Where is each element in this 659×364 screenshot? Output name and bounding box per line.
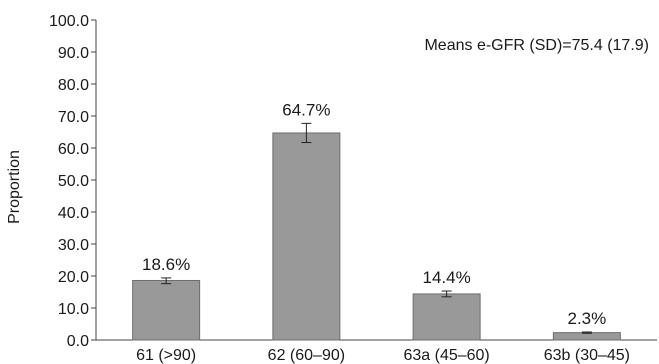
x-tick-label: 63b (30–45)	[544, 347, 630, 364]
x-tick-label: 63a (45–60)	[403, 347, 489, 364]
y-tick-label: 0.0	[67, 333, 89, 350]
x-axis: 61 (>90) 62 (60–90) 63a (45–60) 63b (30–45)	[136, 347, 630, 364]
bar	[412, 293, 481, 341]
y-tick-label: 60.0	[58, 141, 89, 158]
y-tick-label: 50.0	[58, 173, 89, 190]
x-tick-label: 62 (60–90)	[268, 347, 345, 364]
y-tick-label: 90.0	[58, 45, 89, 62]
y-tick-label: 30.0	[58, 237, 89, 254]
y-tick-label: 100.0	[49, 13, 89, 30]
y-tick-label: 20.0	[58, 269, 89, 286]
y-axis: 0.0 10.0 20.0 30.0 40.0 50.0 60.0 70.0 80.0 90.0 1…	[49, 13, 657, 350]
x-tick-label: 61 (>90)	[136, 347, 196, 364]
y-tick-label: 80.0	[58, 77, 89, 94]
y-tick-label: 40.0	[58, 205, 89, 222]
bar	[272, 132, 341, 341]
mean-egfr-annotation: Means e-GFR (SD)=75.4 (17.9)	[424, 37, 649, 54]
error-bar	[581, 331, 592, 334]
bar	[132, 279, 201, 341]
y-tick-label: 70.0	[58, 109, 89, 126]
data-label: 14.4%	[423, 268, 471, 287]
data-label: 64.7%	[282, 100, 330, 119]
data-label: 2.3%	[568, 309, 607, 328]
data-label: 18.6%	[142, 255, 190, 274]
error-bar	[161, 277, 172, 285]
error-bar	[301, 122, 312, 144]
error-bar	[441, 290, 452, 298]
y-tick-label: 10.0	[58, 301, 89, 318]
bars: 18.6% 64.7% 14.4% 2.3%	[132, 100, 621, 341]
y-axis-title: Proportion	[6, 150, 23, 224]
